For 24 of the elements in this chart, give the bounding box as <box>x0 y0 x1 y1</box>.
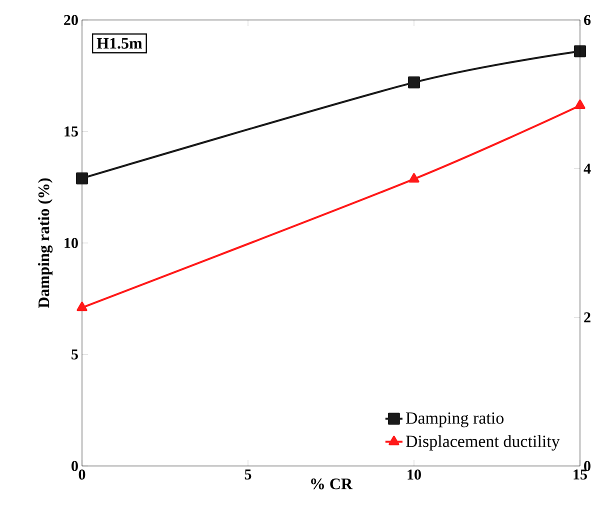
legend-label: Displacement ductility <box>406 435 560 451</box>
point <box>408 173 420 183</box>
y2-tick-label: 0 <box>584 460 590 472</box>
x-tick-label: 0 <box>78 470 86 480</box>
x-axis-title: % CR <box>311 478 353 490</box>
point <box>574 99 586 109</box>
y2-tick-label: 4 <box>584 164 591 174</box>
y-tick-label: 5 <box>72 350 78 360</box>
y-tick-label: 20 <box>64 14 78 26</box>
y-axis-title: Damping ratio (%) <box>38 178 53 308</box>
point <box>76 172 88 184</box>
x-tick-label: 5 <box>244 470 252 480</box>
point <box>76 302 88 312</box>
y-tick-label: 10 <box>64 238 78 248</box>
x-tick-label: 15 <box>574 470 587 480</box>
y-tick-label: 0 <box>72 460 78 472</box>
point <box>574 45 586 58</box>
x-tick-label: 10 <box>408 470 421 480</box>
y-tick-label: 15 <box>64 126 78 137</box>
y2-tick-label: 6 <box>584 14 591 26</box>
legend-label: Damping ratio <box>406 412 504 428</box>
y2-tick-label: 2 <box>584 312 590 322</box>
annotation: H1.5m <box>96 38 142 49</box>
point <box>408 76 420 88</box>
